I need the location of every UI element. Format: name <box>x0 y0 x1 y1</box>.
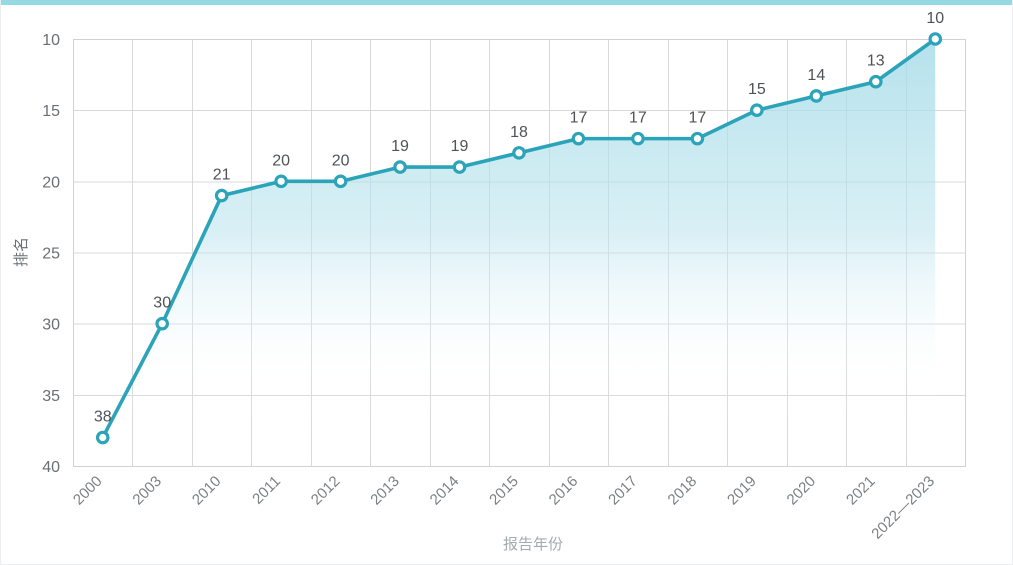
data-point-label: 19 <box>451 138 469 155</box>
data-point-label: 19 <box>391 138 409 155</box>
data-point-marker[interactable] <box>155 316 169 331</box>
data-point-label: 17 <box>629 110 647 127</box>
data-point-label: 38 <box>94 409 112 426</box>
x-axis-tick-label: 2003 <box>129 473 165 509</box>
data-point-marker[interactable] <box>452 160 467 174</box>
x-axis-tick-label: 2010 <box>189 473 225 509</box>
y-axis-tick-label: 40 <box>42 459 60 476</box>
y-axis-tick-label: 35 <box>42 388 60 405</box>
x-axis-tick-label: 2000 <box>70 473 106 509</box>
data-point-marker[interactable] <box>631 131 645 146</box>
x-axis-tick-labels: 2000 2003 2010 2011 2012 2013 2014 2015 2016 2017… <box>70 473 938 543</box>
data-point-marker[interactable] <box>95 430 110 445</box>
x-axis-tick-label: 2014 <box>427 473 463 509</box>
x-axis-title: 报告年份 <box>503 536 563 553</box>
data-point-marker[interactable] <box>333 174 348 189</box>
data-point-marker[interactable] <box>690 131 705 146</box>
x-axis-tick-label: 2018 <box>665 473 701 509</box>
y-axis-title: 排名 <box>13 237 30 267</box>
x-axis-tick-label: 2017 <box>605 473 641 509</box>
data-point-label: 17 <box>570 110 588 127</box>
x-axis-tick-label: 2019 <box>724 473 760 509</box>
data-point-marker[interactable] <box>868 74 883 89</box>
y-axis-tick-label: 30 <box>42 317 60 334</box>
data-point-marker[interactable] <box>214 188 229 203</box>
data-point-label: 18 <box>510 124 528 141</box>
data-markers[interactable] <box>95 32 943 445</box>
x-axis-tick-label: 2015 <box>486 473 522 509</box>
x-axis-tick-label: 2016 <box>546 473 582 509</box>
data-point-marker[interactable] <box>928 32 943 46</box>
y-axis-tick-label: 15 <box>42 103 60 120</box>
data-point-label: 14 <box>807 67 825 84</box>
data-point-label: 20 <box>272 152 290 169</box>
data-point-label: 13 <box>867 53 885 70</box>
x-axis-tick-label: 2013 <box>367 473 403 509</box>
y-axis-tick-label: 10 <box>42 32 60 49</box>
data-point-marker[interactable] <box>274 174 288 189</box>
data-point-label: 21 <box>213 167 231 184</box>
y-axis-tick-labels: 10 15 20 25 30 35 40 <box>42 32 60 476</box>
x-axis-tick-label: 2020 <box>784 473 820 509</box>
data-point-marker[interactable] <box>809 89 824 103</box>
data-point-label: 30 <box>153 295 171 312</box>
data-point-label: 15 <box>748 81 766 98</box>
data-point-label: 20 <box>332 152 350 169</box>
data-point-labels: 38 30 21 20 20 19 19 18 17 17 17 15 14 13 10 <box>94 10 944 426</box>
data-point-marker[interactable] <box>393 160 407 174</box>
plot-border <box>73 39 966 467</box>
x-axis-tick-label: 2022—2023 <box>868 473 938 543</box>
x-axis-tick-label: 2011 <box>249 473 284 508</box>
top-accent-bar <box>0 0 1013 5</box>
data-point-marker[interactable] <box>571 131 586 146</box>
area-fill <box>102 39 936 466</box>
data-point-label: 17 <box>689 110 707 127</box>
x-axis-tick-label: 2012 <box>308 473 344 509</box>
area-fill-path <box>102 39 936 466</box>
data-point-marker[interactable] <box>512 146 526 160</box>
data-point-marker[interactable] <box>750 103 764 117</box>
y-axis-tick-label: 20 <box>42 174 60 191</box>
y-axis-tick-label: 25 <box>42 246 60 263</box>
plot-area-border <box>73 39 966 467</box>
x-axis-tick-label: 2021 <box>843 473 879 509</box>
data-point-label: 10 <box>926 10 944 27</box>
